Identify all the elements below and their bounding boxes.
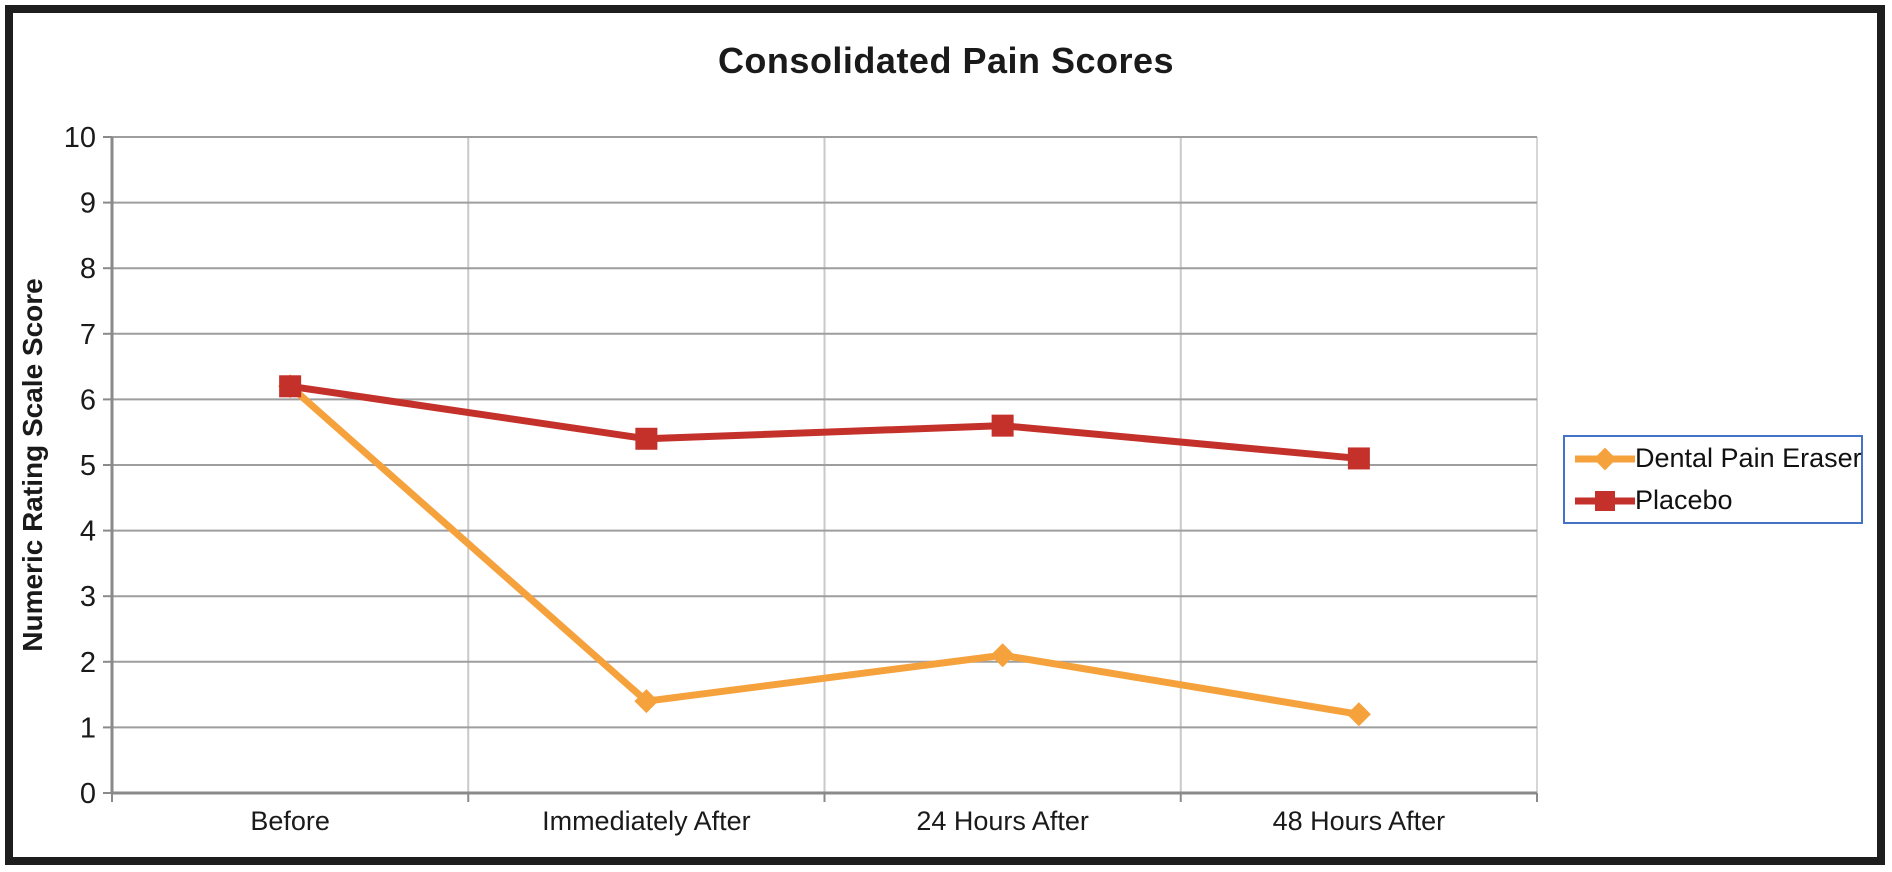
series-line-placebo [286,382,1363,462]
data-point-placebo [991,414,1014,437]
data-point-dental-pain-eraser [1346,702,1371,727]
x-category-label: Before [250,806,330,836]
y-tick-label: 5 [80,450,96,482]
y-tick-label: 9 [80,188,96,220]
legend: Dental Pain Eraser Placebo [1563,435,1863,524]
data-point-placebo [279,375,302,398]
chart-title: Consolidated Pain Scores [717,40,1175,81]
data-point-placebo [635,427,658,450]
y-tick-label: 0 [80,778,96,810]
legend-label: Dental Pain Eraser [1635,443,1862,473]
y-tick-label: 8 [80,253,96,285]
series-line-dental-pain-eraser [286,382,1363,718]
y-tick-label: 2 [80,647,96,679]
y-axis-title: Numeric Rating Scale Score [17,278,48,651]
y-tick-label: 3 [80,581,96,613]
x-category-label: Immediately After [542,806,751,836]
legend-marker-diamond-icon [1575,446,1635,472]
y-tick-label: 6 [80,384,96,416]
legend-item-dental-pain-eraser: Dental Pain Eraser [1575,441,1862,477]
legend-item-placebo: Placebo [1575,483,1861,519]
data-point-placebo [1347,447,1370,470]
y-tick-label: 7 [80,319,96,351]
y-tick-label: 4 [80,516,96,548]
legend-marker-square-icon [1575,488,1635,514]
y-tick-label: 10 [64,122,96,154]
x-category-label: 24 Hours After [916,806,1089,836]
data-point-dental-pain-eraser [990,643,1015,668]
x-category-label: 48 Hours After [1273,806,1446,836]
y-tick-label: 1 [80,712,96,744]
legend-label: Placebo [1635,485,1733,515]
